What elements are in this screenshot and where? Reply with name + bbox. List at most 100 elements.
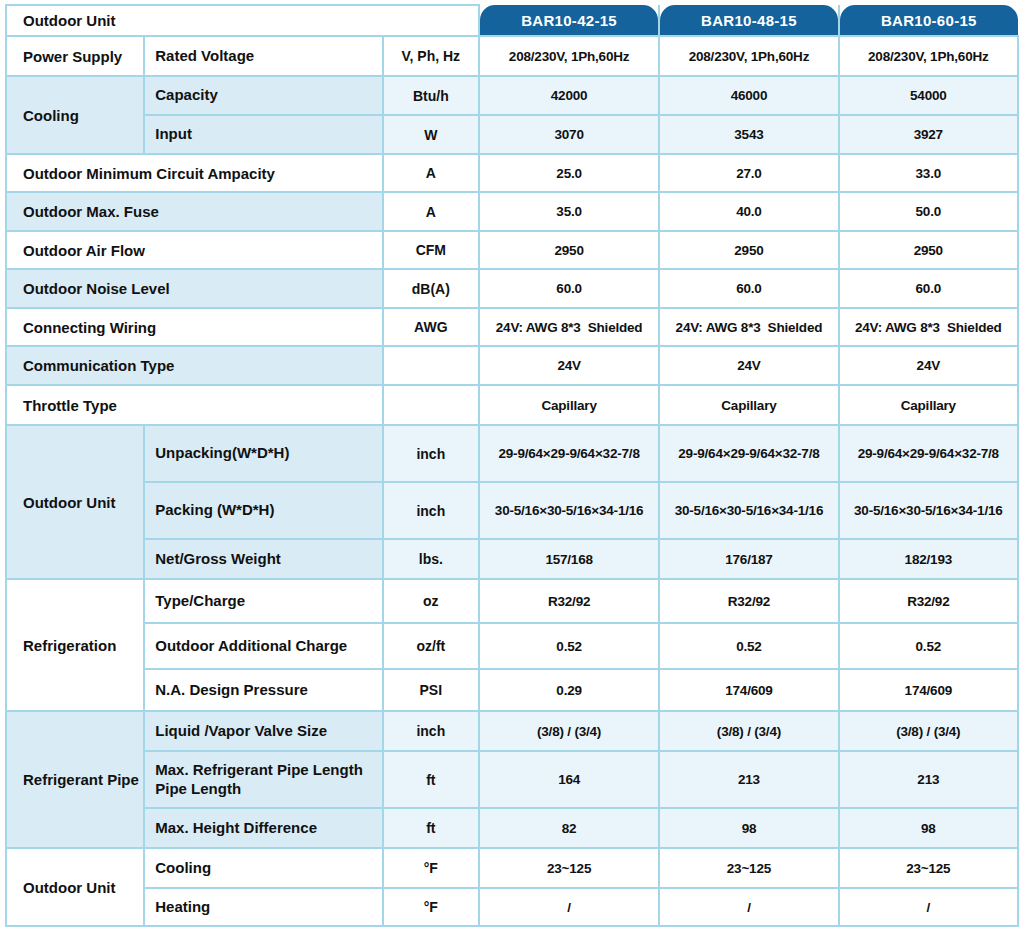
unit-cell: dB(A): [383, 269, 479, 308]
value-cell: 23~125: [659, 848, 838, 888]
value-cell: 0.29: [479, 669, 659, 711]
table-row: Outdoor UnitUnpacking(W*D*H)inch29-9/64×…: [6, 425, 1018, 482]
value-cell: 40.0: [659, 192, 838, 231]
value-cell: 208/230V, 1Ph,60Hz: [659, 36, 838, 76]
spec-sublabel: Net/Gross Weight: [144, 539, 382, 579]
spec-sublabel: Max. Height Difference: [144, 808, 382, 848]
unit-cell: A: [383, 154, 479, 192]
value-cell: 164: [479, 751, 659, 808]
unit-cell: °F: [383, 888, 479, 926]
spec-sublabel: Unpacking(W*D*H): [144, 425, 382, 482]
value-cell: 3543: [659, 115, 838, 154]
value-cell: 35.0: [479, 192, 659, 231]
value-cell: 98: [839, 808, 1018, 848]
table-row: Outdoor Additional Chargeoz/ft0.520.520.…: [6, 623, 1018, 669]
table-row: Throttle TypeCapillaryCapillaryCapillary: [6, 385, 1018, 425]
value-cell: R32/92: [479, 579, 659, 623]
value-cell: 208/230V, 1Ph,60Hz: [839, 36, 1018, 76]
value-cell: 46000: [659, 76, 838, 115]
unit-cell: inch: [383, 711, 479, 751]
value-cell: 213: [659, 751, 838, 808]
value-cell: 176/187: [659, 539, 838, 579]
spec-sublabel: Type/Charge: [144, 579, 382, 623]
header-row: Outdoor UnitBAR10-42-15BAR10-48-15BAR10-…: [6, 5, 1018, 36]
group-label: Refrigeration: [6, 579, 144, 711]
value-cell: 0.52: [659, 623, 838, 669]
table-row: Outdoor Noise LeveldB(A)60.060.060.0: [6, 269, 1018, 308]
spec-sublabel: N.A. Design Pressure: [144, 669, 382, 711]
group-label: Throttle Type: [6, 385, 383, 425]
group-label: Outdoor Minimum Circuit Ampacity: [6, 154, 383, 192]
spec-sublabel: Input: [144, 115, 382, 154]
value-cell: 54000: [839, 76, 1018, 115]
table-row: N.A. Design PressurePSI0.29174/609174/60…: [6, 669, 1018, 711]
spec-sheet-page: Outdoor Unit BAR10-42-15BAR10-48-15BAR10-…: [0, 0, 1024, 940]
table-row: InputW307035433927: [6, 115, 1018, 154]
value-cell: 157/168: [479, 539, 659, 579]
value-cell: 42000: [479, 76, 659, 115]
group-label: Outdoor Noise Level: [6, 269, 383, 308]
value-cell: 213: [839, 751, 1018, 808]
value-cell: Capillary: [659, 385, 838, 425]
value-cell: /: [479, 888, 659, 926]
value-cell: 174/609: [659, 669, 838, 711]
value-cell: R32/92: [839, 579, 1018, 623]
group-label: Communication Type: [6, 346, 383, 385]
spec-sublabel: Rated Voltage: [144, 36, 382, 76]
value-cell: R32/92: [659, 579, 838, 623]
value-cell: 3070: [479, 115, 659, 154]
table-row: Net/Gross Weightlbs.157/168176/187182/19…: [6, 539, 1018, 579]
table-row: Max. Refrigerant Pipe Length Pipe Length…: [6, 751, 1018, 808]
value-cell: 25.0: [479, 154, 659, 192]
model-tab-cell: BAR10-60-15: [839, 5, 1018, 36]
group-label: Refrigerant Pipe: [6, 711, 144, 848]
spec-sublabel: Outdoor Additional Charge: [144, 623, 382, 669]
table-row: Max. Height Differenceft829898: [6, 808, 1018, 848]
group-label: Power Supply: [6, 36, 144, 76]
table-row: Connecting WiringAWG24V: AWG 8*3 Shielde…: [6, 308, 1018, 346]
value-cell: 23~125: [479, 848, 659, 888]
unit-cell: V, Ph, Hz: [383, 36, 479, 76]
unit-cell: inch: [383, 482, 479, 539]
model-tab: BAR10-48-15: [660, 5, 837, 35]
value-cell: 23~125: [839, 848, 1018, 888]
unit-cell: ft: [383, 808, 479, 848]
group-label: Outdoor Unit: [6, 425, 144, 579]
table-row: Outdoor Minimum Circuit AmpacityA25.027.…: [6, 154, 1018, 192]
table-row: Outdoor UnitCooling°F23~12523~12523~125: [6, 848, 1018, 888]
group-label: Cooling: [6, 76, 144, 154]
value-cell: 60.0: [479, 269, 659, 308]
value-cell: (3/8) / (3/4): [479, 711, 659, 751]
unit-cell: lbs.: [383, 539, 479, 579]
unit-cell: [383, 346, 479, 385]
unit-cell: oz: [383, 579, 479, 623]
unit-cell: °F: [383, 848, 479, 888]
value-cell: 174/609: [839, 669, 1018, 711]
table-row: CoolingCapacityBtu/h420004600054000: [6, 76, 1018, 115]
value-cell: /: [659, 888, 838, 926]
group-label: Outdoor Air Flow: [6, 231, 383, 269]
value-cell: (3/8) / (3/4): [839, 711, 1018, 751]
table-row: Outdoor Max. FuseA35.040.050.0: [6, 192, 1018, 231]
value-cell: 29-9/64×29-9/64×32-7/8: [479, 425, 659, 482]
table-row: Refrigerant PipeLiquid /Vapor Valve Size…: [6, 711, 1018, 751]
value-cell: 0.52: [479, 623, 659, 669]
value-cell: 82: [479, 808, 659, 848]
unit-cell: A: [383, 192, 479, 231]
unit-cell: oz/ft: [383, 623, 479, 669]
spec-sublabel: Packing (W*D*H): [144, 482, 382, 539]
value-cell: /: [839, 888, 1018, 926]
value-cell: 2950: [839, 231, 1018, 269]
spec-sublabel: Liquid /Vapor Valve Size: [144, 711, 382, 751]
value-cell: Capillary: [839, 385, 1018, 425]
value-cell: Capillary: [479, 385, 659, 425]
value-cell: 24V: [479, 346, 659, 385]
value-cell: 29-9/64×29-9/64×32-7/8: [839, 425, 1018, 482]
model-tab-cell: BAR10-42-15: [479, 5, 659, 36]
unit-cell: AWG: [383, 308, 479, 346]
unit-cell: [383, 385, 479, 425]
group-label: Outdoor Unit: [6, 848, 144, 926]
model-tab: BAR10-42-15: [480, 5, 658, 35]
unit-cell: inch: [383, 425, 479, 482]
value-cell: 30-5/16×30-5/16×34-1/16: [659, 482, 838, 539]
